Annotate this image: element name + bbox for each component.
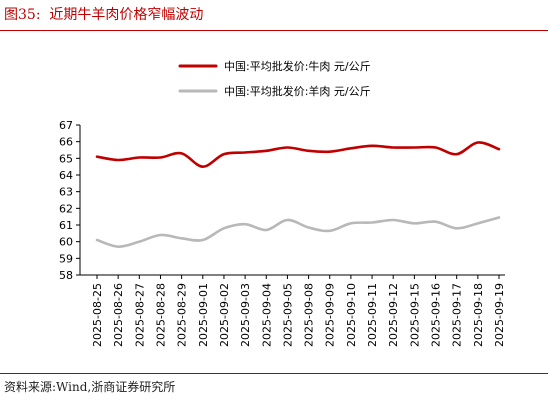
- x-tick-label: 2025-09-05: [281, 283, 294, 347]
- x-tick-label: 2025-09-10: [345, 283, 358, 347]
- x-tick-label: 2025-09-01: [197, 283, 210, 347]
- chart-axes: 58 59 60 61 62 63 64 65 66 67 2025-08-25 2025-08-26…: [59, 119, 506, 347]
- series-line-1: [95, 216, 501, 248]
- x-tick-label: 2025-09-08: [303, 283, 316, 347]
- x-tick-label: 2025-09-19: [493, 283, 506, 347]
- x-tick-label: 2025-09-12: [387, 283, 400, 347]
- x-tick-label: 2025-08-29: [176, 283, 189, 347]
- series-line-0: [95, 141, 501, 168]
- footer-divider: [0, 373, 548, 374]
- y-tick-label: 60: [59, 236, 73, 249]
- title-divider: [0, 30, 548, 31]
- y-tick-label: 61: [59, 219, 73, 232]
- y-tick-label: 66: [59, 136, 73, 149]
- figure-title: 图35: 近期牛羊肉价格窄幅波动: [4, 7, 204, 23]
- x-tick-label: 2025-08-25: [91, 283, 104, 347]
- source-note: 资料来源:Wind,浙商证券研究所: [4, 380, 176, 394]
- y-tick-label: 63: [59, 186, 73, 199]
- x-tick-label: 2025-09-18: [472, 283, 485, 347]
- y-tick-label: 64: [59, 169, 73, 182]
- legend-label-1: 中国:平均批发价:羊肉 元/公斤: [224, 84, 371, 98]
- x-tick-label: 2025-09-04: [260, 283, 273, 347]
- x-tick-label: 2025-08-27: [133, 283, 146, 347]
- x-tick-label: 2025-09-02: [218, 283, 231, 347]
- legend-label-0: 中国:平均批发价:牛肉 元/公斤: [224, 59, 371, 73]
- x-tick-label: 2025-09-11: [366, 283, 379, 347]
- x-tick-label: 2025-09-15: [408, 283, 421, 347]
- x-tick-label: 2025-08-26: [112, 283, 125, 347]
- y-tick-label: 59: [59, 252, 73, 265]
- x-tick-label: 2025-09-09: [324, 283, 337, 347]
- series-layer: [95, 141, 501, 248]
- y-tick-label: 67: [59, 119, 73, 132]
- x-tick-label: 2025-09-16: [430, 283, 443, 347]
- y-tick-label: 65: [59, 152, 73, 165]
- x-tick-label: 2025-09-17: [451, 283, 464, 347]
- y-tick-label: 62: [59, 202, 73, 215]
- x-tick-label: 2025-08-28: [154, 283, 167, 347]
- x-tick-label: 2025-09-03: [239, 283, 252, 347]
- y-tick-label: 58: [59, 269, 73, 282]
